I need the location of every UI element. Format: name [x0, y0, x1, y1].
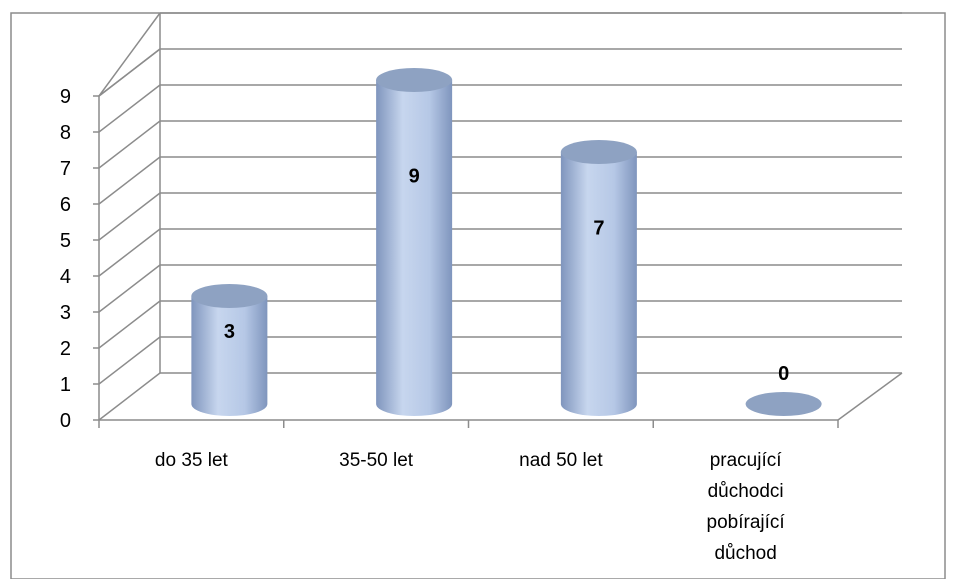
bar-4	[745, 392, 822, 416]
floor-right-edge	[837, 372, 903, 421]
y-tick-label: 7	[60, 158, 71, 180]
side-gridline	[98, 336, 161, 385]
bar-body	[191, 296, 268, 416]
y-tick-label: 5	[60, 230, 71, 252]
category-label: důchod	[714, 543, 776, 564]
y-tick-label: 1	[60, 374, 71, 396]
category-label: pracující	[710, 450, 783, 471]
axes	[98, 96, 903, 428]
y-tick-label: 0	[60, 410, 71, 432]
y-tick-label: 4	[60, 266, 71, 288]
y-tick-label: 2	[60, 338, 71, 360]
y-tick-label: 9	[60, 86, 71, 108]
bar-1	[191, 284, 268, 416]
y-tick-label: 8	[60, 122, 71, 144]
category-label: důchodci	[708, 481, 784, 502]
chart-border	[10, 12, 946, 579]
side-gridline	[98, 264, 161, 313]
bars	[191, 68, 822, 416]
bar-3	[560, 140, 637, 416]
side-gridline	[98, 48, 161, 97]
y-tick-label: 3	[60, 302, 71, 324]
data-label: 0	[778, 363, 789, 385]
side-gridline	[98, 372, 161, 421]
bar-body	[560, 152, 637, 416]
bar-top	[745, 392, 822, 416]
data-labels: 3 9 7 0	[224, 166, 789, 385]
side-gridline	[98, 228, 161, 277]
category-label: 35-50 let	[339, 450, 414, 471]
category-label: pobírající	[707, 512, 786, 533]
bar-top	[560, 140, 637, 164]
bar-top	[191, 284, 268, 308]
side-gridline	[98, 84, 161, 133]
y-tick-labels: 0 1 2 3 4 5 6 7 8 9	[60, 86, 99, 432]
side-gridline	[98, 12, 161, 97]
bar-2	[376, 68, 453, 416]
bar-top	[376, 68, 453, 92]
y-tick-label: 6	[60, 194, 71, 216]
bar-body	[376, 80, 453, 416]
side-gridline	[98, 120, 161, 169]
category-label: do 35 let	[155, 450, 229, 471]
side-gridline	[98, 300, 161, 349]
gridlines	[98, 12, 902, 421]
side-gridline	[98, 192, 161, 241]
category-label: nad 50 let	[519, 450, 603, 471]
data-label: 7	[593, 218, 604, 240]
data-label: 9	[409, 166, 420, 188]
category-labels: do 35 let 35-50 let nad 50 let pracující důc…	[155, 450, 785, 564]
side-gridline	[98, 156, 161, 205]
data-label: 3	[224, 321, 235, 343]
